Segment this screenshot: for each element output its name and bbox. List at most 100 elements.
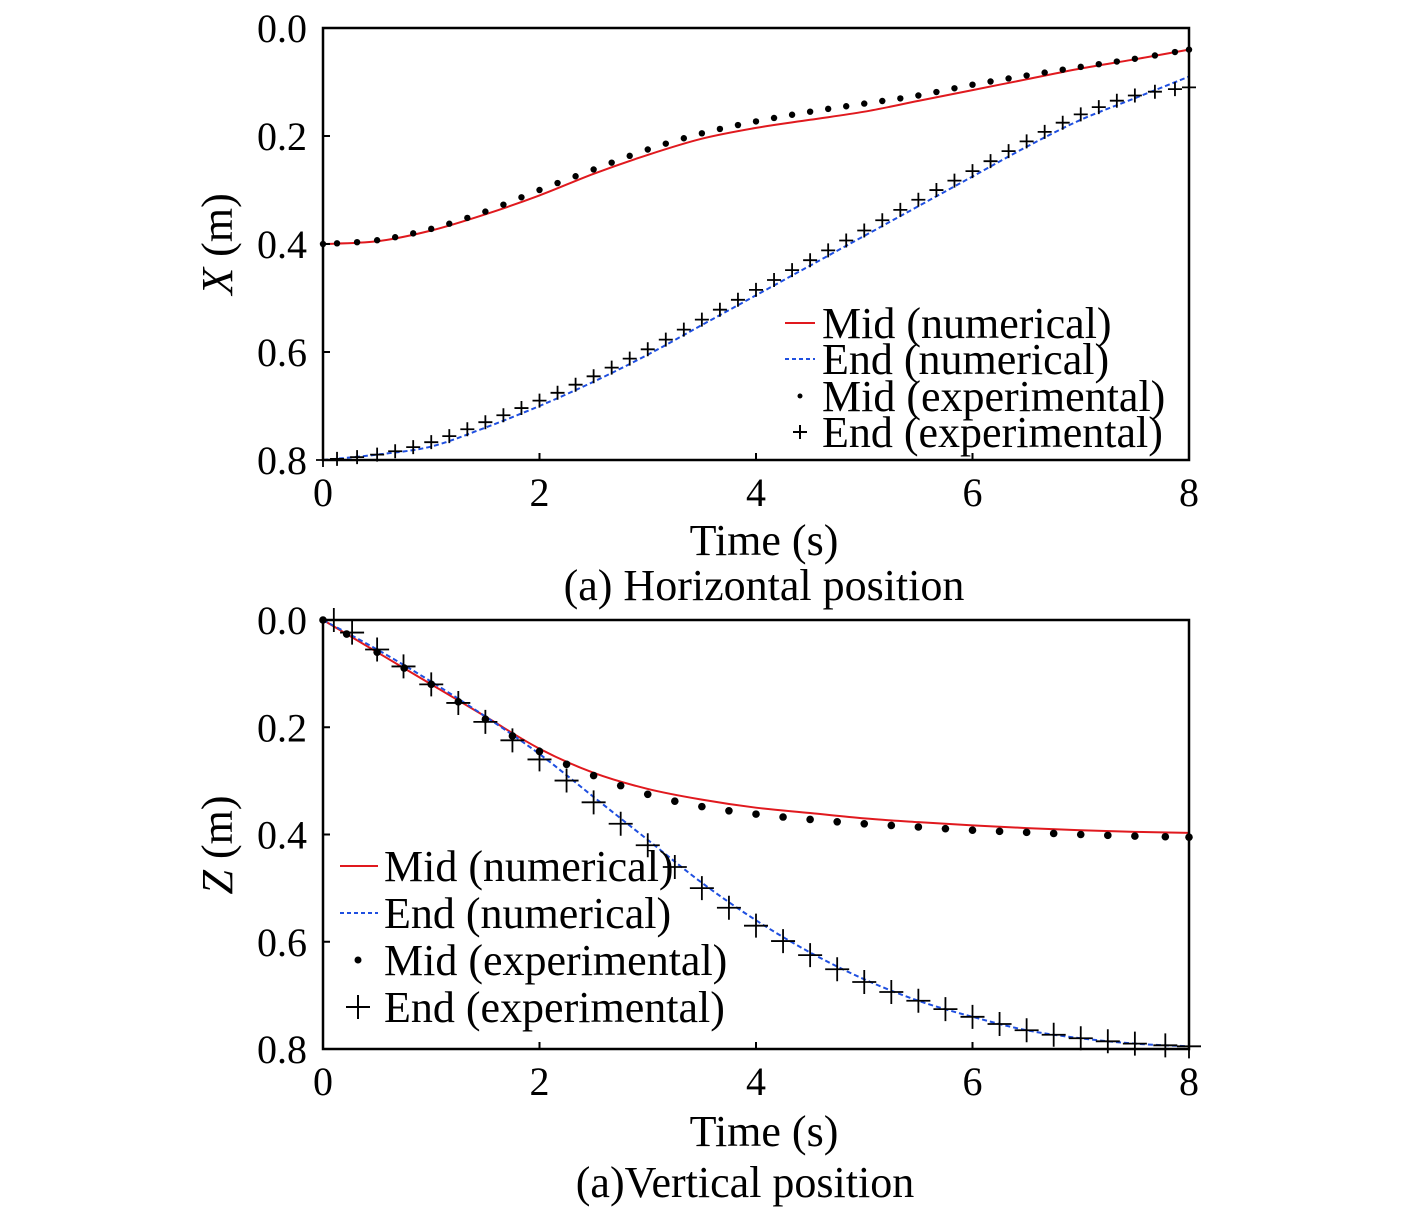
series-markers-mid-experimental [319,46,1193,248]
data-point [464,214,471,222]
legend-label-end-experimental: End (experimental) [822,408,1163,457]
data-point [616,781,625,790]
legend: Mid (numerical) End (numerical) Mid (exp… [785,299,1165,457]
legend-label-mid-experimental: Mid (experimental) [384,936,727,985]
y-tick-label: 0.2 [257,114,307,159]
data-point [1147,84,1162,99]
series-line-end-numerical [322,619,1190,1048]
data-point [767,273,782,287]
data-point [824,105,832,113]
y-axis-label: X (m) [193,193,242,296]
data-point [933,997,958,1022]
data-point [752,810,760,818]
data-point [586,369,601,384]
data-point [960,1004,985,1029]
y-tick-label: 0.4 [257,813,307,858]
x-tick-label: 4 [746,1059,766,1104]
y-tick-label: 0.0 [257,6,307,51]
data-point [1059,66,1066,73]
x-ticks: 0 2 4 6 8 [313,1042,1199,1104]
data-point [779,813,787,821]
data-point [897,95,904,102]
data-point [1049,829,1058,838]
y-tick-label: 0.8 [257,1027,307,1072]
data-point [640,342,655,357]
data-point [635,833,660,858]
legend-label-mid-numerical: Mid (numerical) [384,842,674,891]
data-point [712,302,727,317]
data-point [752,118,760,125]
data-point [694,312,709,327]
plot-marks [319,608,1201,1059]
data-point [473,709,498,734]
series-line-mid-numerical [322,48,1190,245]
legend-label-mid-experimental: Mid (experimental) [822,372,1165,421]
data-point [879,980,904,1005]
data-point [1014,1018,1039,1043]
x-tick-label: 4 [746,470,766,515]
data-point [554,179,561,187]
data-point [478,415,493,430]
data-point [730,292,745,307]
data-point [734,121,742,129]
data-point [410,230,417,237]
data-point [460,422,475,437]
data-point [941,824,950,833]
x-tick-label: 8 [1179,1059,1199,1104]
data-point [1019,134,1034,149]
data-point [365,637,390,662]
y-axis-variable: X [193,266,242,297]
data-point [987,1012,1012,1037]
data-point [887,821,896,830]
data-point [879,97,886,105]
data-point [1095,60,1102,68]
data-point [806,108,814,115]
series-markers-end-experimental [321,608,1201,1059]
data-point [662,855,687,880]
data-point [803,253,818,268]
data-point [689,876,714,901]
data-point [821,243,836,258]
data-point [1073,107,1088,122]
data-point [333,240,341,247]
data-point [391,654,416,679]
x-tick-label: 8 [1179,470,1199,515]
data-point [1041,1022,1066,1047]
data-point [852,969,877,994]
y-tick-label: 0.0 [257,598,307,643]
data-point [1001,144,1016,159]
data-point [915,92,922,99]
series-markers-end-experimental [316,80,1196,467]
y-tick-label: 0.6 [257,330,307,375]
data-point [969,81,976,88]
plot-marks [316,46,1196,467]
x-tick-label: 6 [963,1059,983,1104]
data-point [536,186,543,194]
data-point [581,790,606,815]
data-point [1131,832,1139,840]
data-point [658,332,673,347]
data-point [527,747,552,772]
legend-swatch-mid-experimental [354,956,362,964]
chart-vertical-position: 0 2 4 6 8 0.0 0.2 0.4 0.6 0.8 Time (s) Z (m) (a)… [193,598,1201,1207]
data-point [1091,100,1106,115]
x-tick-label: 2 [530,470,550,515]
data-point [1005,75,1012,82]
data-point [1023,72,1030,79]
panel-caption: (a) Horizontal position [564,561,965,610]
data-point [1131,55,1139,62]
data-point [626,152,633,160]
data-point [716,125,724,133]
data-point [825,957,850,982]
data-point [716,895,741,920]
data-point [406,440,421,455]
data-point [589,771,598,780]
data-point [1167,82,1182,97]
data-point [1076,830,1085,839]
data-point [771,929,796,954]
data-point [419,672,444,697]
data-point [843,103,850,110]
data-point [1055,115,1070,130]
data-point [798,943,823,968]
series-line-mid-numerical [322,619,1190,834]
